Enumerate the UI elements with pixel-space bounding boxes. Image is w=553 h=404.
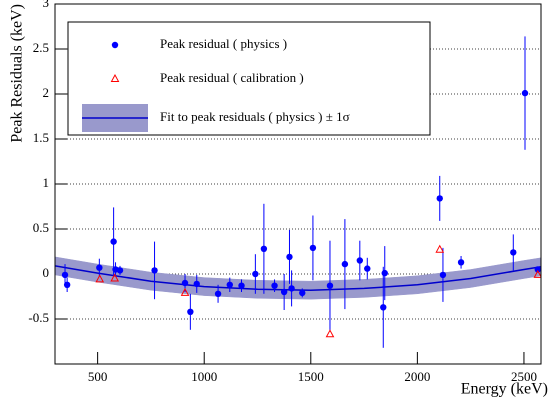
point (356, 257, 364, 264)
point (510, 249, 517, 256)
point (226, 281, 233, 288)
point (116, 267, 124, 274)
y-tick-label: 1.5 (33, 130, 49, 145)
point (364, 265, 371, 272)
point (193, 280, 200, 288)
point (260, 245, 268, 252)
x-tick-label: 2500 (511, 369, 537, 384)
point (380, 304, 387, 311)
point (238, 282, 245, 289)
y-tick-label: 0.5 (33, 220, 49, 235)
point (95, 274, 105, 283)
x-tick-label: 1500 (298, 369, 324, 384)
y-tick-label: 2.5 (33, 40, 49, 55)
point (299, 289, 306, 297)
point (533, 269, 541, 278)
y-tick-label: 3 (43, 0, 50, 10)
point (457, 259, 465, 266)
x-tick-label: 500 (88, 369, 108, 384)
plot (55, 36, 541, 348)
legend-label: Peak residual ( physics ) (160, 36, 287, 51)
point (341, 260, 349, 268)
point (110, 238, 117, 245)
y-tick-label: 2 (43, 85, 50, 100)
x-tick-label: 1000 (191, 369, 217, 384)
legend-label: Fit to peak residuals ( physics ) ± 1σ (160, 109, 350, 124)
point (288, 285, 295, 292)
y-tick-label: 0 (43, 265, 50, 280)
point (181, 279, 189, 287)
point (187, 308, 194, 315)
y-tick-label: -0.5 (28, 310, 49, 325)
point (286, 253, 293, 261)
point (110, 273, 120, 282)
x-axis-title: Energy (keV) (461, 381, 548, 398)
x-tick-label: 2000 (404, 369, 430, 384)
legend-marker (111, 41, 119, 49)
point (534, 266, 541, 273)
point (151, 267, 158, 274)
point (309, 244, 317, 252)
point (271, 282, 278, 289)
point (180, 287, 190, 296)
point (325, 329, 335, 338)
y-tick-label: 1 (43, 175, 50, 190)
point (63, 281, 71, 288)
legend-marker (110, 73, 120, 82)
legend-label: Peak residual ( calibration ) (160, 70, 304, 85)
y-axis-title: Peak Residuals (keV) (9, 4, 26, 143)
point (214, 290, 222, 297)
point (435, 244, 445, 253)
point (252, 270, 259, 278)
fit-line (55, 265, 541, 291)
point (61, 271, 69, 279)
plot-frame (54, 3, 542, 365)
point (96, 264, 103, 271)
point (280, 288, 288, 296)
point (326, 282, 334, 289)
point (436, 195, 443, 202)
point (439, 271, 447, 279)
point (381, 269, 388, 277)
point (521, 89, 529, 97)
